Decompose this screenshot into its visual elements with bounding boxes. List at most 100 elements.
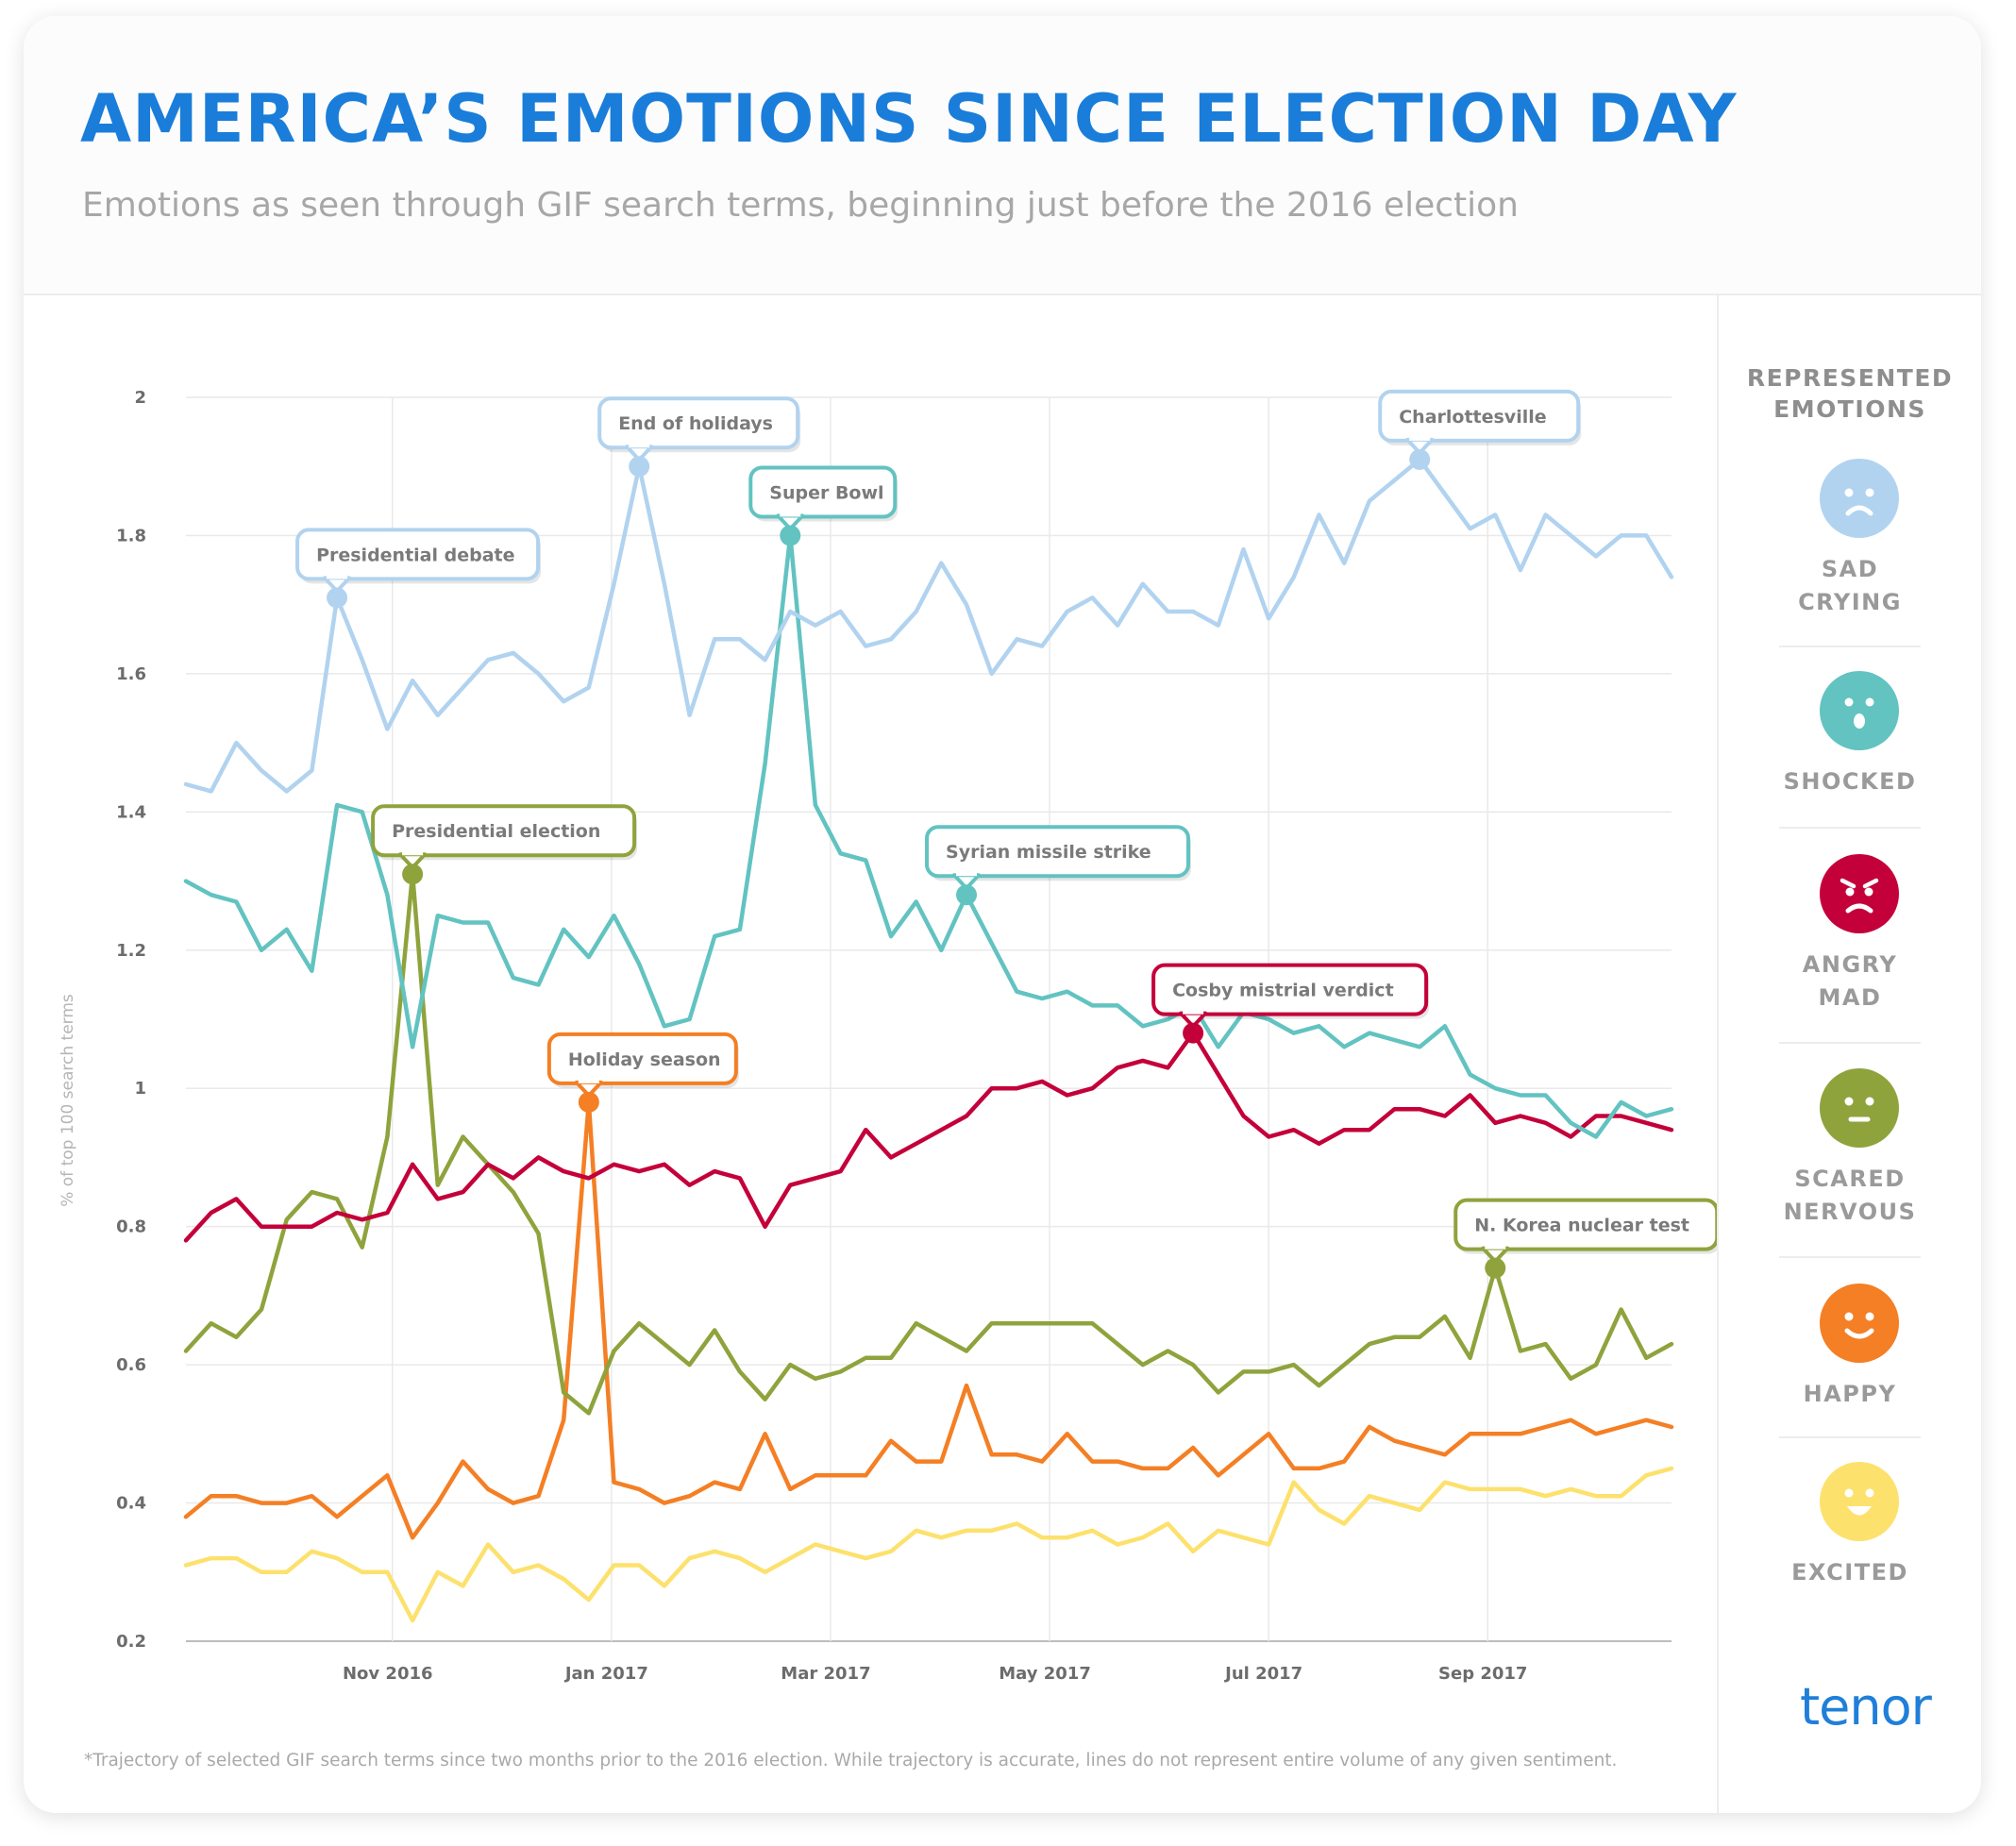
- y-tick-label: 0.8: [116, 1217, 146, 1237]
- y-tick-label: 0.4: [116, 1494, 146, 1514]
- callout-marker: [1183, 1022, 1204, 1044]
- legend-separator: [1779, 1436, 1921, 1438]
- callout-label: End of holidays: [618, 413, 773, 434]
- callout-marker: [780, 525, 801, 546]
- series-line-happy: [183, 1099, 1674, 1540]
- legend-separator: [1779, 827, 1921, 829]
- legend-item-label: ANGRY MAD: [1719, 948, 1981, 1015]
- footnote: *Trajectory of selected GIF search terms…: [84, 1751, 1618, 1770]
- callout-box: [597, 396, 800, 450]
- callout-box: [371, 804, 637, 858]
- callout-marker: [1409, 448, 1431, 470]
- callout-label: Super Bowl: [769, 482, 883, 503]
- callout-tail-join: [780, 511, 801, 517]
- callout-marker: [629, 456, 650, 478]
- callout-label: Presidential debate: [316, 545, 514, 565]
- callout-box: [1378, 389, 1581, 443]
- shocked-face-icon: [1820, 671, 1899, 750]
- legend-item-label: SAD CRYING: [1719, 553, 1981, 619]
- y-axis-title: % of top 100 search terms: [59, 994, 77, 1207]
- legend-title: REPRESENTED EMOTIONS: [1719, 362, 1981, 425]
- callout: Presidential debate: [295, 528, 542, 609]
- legend-item-label-line: CRYING: [1798, 589, 1902, 615]
- legend-item-label-line: MAD: [1818, 984, 1882, 1011]
- tenor-logo: tenor: [1800, 1677, 1932, 1737]
- legend-item-label: SHOCKED: [1719, 765, 1981, 798]
- callout-label: Holiday season: [568, 1049, 721, 1070]
- y-tick-label: 2: [134, 388, 146, 408]
- callout-box: [546, 1032, 738, 1085]
- callout: End of holidays: [597, 396, 801, 478]
- callout-tail-join: [956, 870, 978, 877]
- x-tick-label: Nov 2016: [343, 1664, 433, 1684]
- callout-tail-join: [402, 849, 424, 856]
- page-subtitle: Emotions as seen through GIF search term…: [82, 186, 1519, 225]
- legend-item-label: EXCITED: [1719, 1556, 1981, 1589]
- y-tick-label: 1.4: [116, 802, 146, 822]
- x-tick-label: Sep 2017: [1438, 1664, 1527, 1684]
- callout-tail-join: [327, 573, 348, 579]
- callout-marker: [1485, 1257, 1506, 1279]
- callout-tail-join: [1485, 1243, 1506, 1250]
- y-tick-label: 1.8: [116, 526, 146, 545]
- series-line-scared-nervous: [183, 871, 1674, 1416]
- y-tick-label: 1: [134, 1079, 146, 1099]
- legend-item-label-line: ANGRY: [1802, 951, 1898, 978]
- callout-tail-join: [629, 442, 650, 448]
- callout: Charlottesville: [1378, 389, 1582, 470]
- angry-face-icon: [1820, 854, 1899, 933]
- callout-marker: [956, 884, 978, 906]
- callout: Holiday season: [546, 1032, 739, 1113]
- sad-face-icon: [1820, 459, 1899, 538]
- callout: Super Bowl: [748, 465, 899, 546]
- legend-item-label: SCARED NERVOUS: [1719, 1163, 1981, 1229]
- callout: Cosby mistrial verdict: [1151, 963, 1430, 1044]
- legend-item-label-line: HAPPY: [1803, 1381, 1897, 1407]
- series-line-sad-crying: [183, 457, 1674, 794]
- x-tick-label: May 2017: [999, 1664, 1091, 1684]
- callout-tail-join: [578, 1077, 599, 1083]
- x-tick-label: Jan 2017: [563, 1664, 648, 1684]
- legend-item-label-line: NERVOUS: [1783, 1199, 1917, 1225]
- legend-item-label-line: SHOCKED: [1783, 768, 1917, 795]
- legend-separator: [1779, 1042, 1921, 1044]
- callout-box: [1151, 963, 1429, 1016]
- legend-item-label: HAPPY: [1719, 1378, 1981, 1411]
- callout-label: Syrian missile strike: [946, 842, 1151, 863]
- infographic-card: AMERICA’S EMOTIONS SINCE ELECTION DAY Em…: [24, 16, 1981, 1813]
- x-tick-label: Jul 2017: [1223, 1664, 1302, 1684]
- callout: Presidential election: [371, 804, 638, 885]
- legend-item-label-line: SAD: [1821, 556, 1879, 582]
- callout-label: N. Korea nuclear test: [1474, 1216, 1689, 1236]
- series-line-excited: [183, 1466, 1674, 1623]
- callout-marker: [402, 864, 424, 885]
- callout-tail-join: [1409, 434, 1431, 441]
- callout: Syrian missile strike: [925, 825, 1192, 906]
- y-tick-label: 1.6: [116, 664, 146, 684]
- page-title: AMERICA’S EMOTIONS SINCE ELECTION DAY: [80, 80, 1738, 158]
- series-line-shocked: [183, 533, 1674, 1139]
- legend-separator: [1779, 1256, 1921, 1258]
- callout-box: [748, 465, 898, 519]
- x-tick-label: Mar 2017: [781, 1664, 870, 1684]
- callout-marker: [327, 587, 348, 609]
- legend-title-line: EMOTIONS: [1773, 395, 1926, 423]
- header: AMERICA’S EMOTIONS SINCE ELECTION DAY Em…: [24, 16, 1981, 295]
- callout-box: [295, 528, 541, 581]
- callout-box: [925, 825, 1191, 879]
- excited-face-icon: [1820, 1462, 1899, 1541]
- callout-box: [1453, 1198, 1717, 1251]
- legend-title-line: REPRESENTED: [1746, 364, 1954, 392]
- legend-item-label-line: SCARED: [1794, 1166, 1906, 1192]
- callout-label: Charlottesville: [1399, 407, 1546, 428]
- y-tick-label: 0.2: [116, 1632, 146, 1652]
- callout-marker: [578, 1091, 599, 1113]
- annotations: Presidential debate End of holidays Charlo…: [295, 389, 1717, 1279]
- happy-face-icon: [1820, 1284, 1899, 1363]
- callout: N. Korea nuclear test: [1453, 1198, 1717, 1279]
- legend-item-label-line: EXCITED: [1791, 1559, 1908, 1586]
- callout-label: Presidential election: [392, 821, 600, 842]
- legend-divider: [1717, 294, 1719, 1813]
- line-chart: 2 1.8 1.6 1.4 1.2 1 0.8 0.6 0.4 0.2 Nov 2016 Jan 20…: [59, 388, 1717, 1684]
- legend-separator: [1779, 646, 1921, 647]
